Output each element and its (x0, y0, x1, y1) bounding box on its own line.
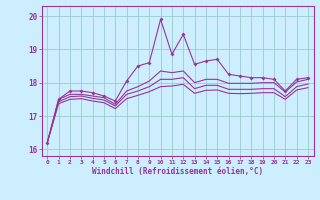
X-axis label: Windchill (Refroidissement éolien,°C): Windchill (Refroidissement éolien,°C) (92, 167, 263, 176)
